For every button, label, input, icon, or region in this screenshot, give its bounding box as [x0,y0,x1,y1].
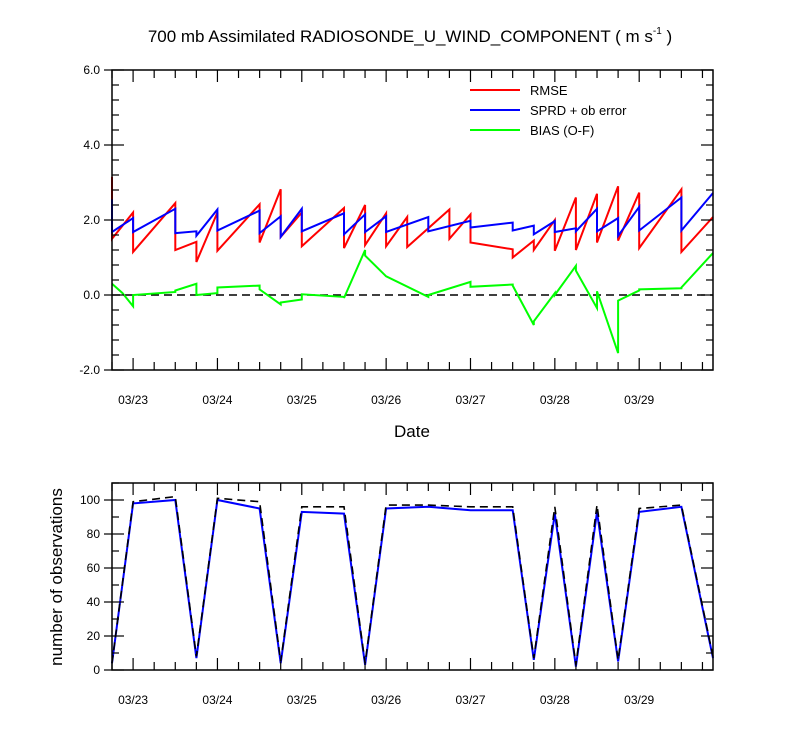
y-tick-label: 6.0 [83,63,100,77]
y-tick-label: -2.0 [79,363,100,377]
top-plot-panel: 03/23 03/24 03/25 03/26 03/27 03/28 03/29 6.0 4… [79,63,714,441]
legend-label: BIAS (O-F) [530,123,594,138]
y-tick-label: 60 [87,561,101,575]
bottom-plot-panel: 03/23 03/24 03/25 03/26 03/27 03/28 03/29 100 8… [47,482,714,707]
x-tick-label: 03/23 [118,393,148,407]
series-line-bias-o-f- [111,249,714,354]
x-tick-label: 03/27 [455,393,485,407]
y-tick-label: 80 [87,527,101,541]
x-tick-label: 03/23 [118,693,148,707]
y-tick-label: 100 [80,493,100,507]
series-line-sprd-ob-error [111,192,714,240]
legend-label: RMSE [530,83,568,98]
series-line-series-0 [111,498,714,667]
chart-title: 700 mb Assimilated RADIOSONDE_U_WIND_COM… [148,26,672,46]
x-tick-label: 03/24 [202,393,232,407]
x-tick-label: 03/28 [540,393,570,407]
y-tick-label: 2.0 [83,213,100,227]
title-suffix: ) [662,27,672,46]
x-tick-label: 03/27 [455,693,485,707]
x-axis-title: Date [394,422,430,441]
y-tick-label: 40 [87,595,101,609]
y-tick-label: 0 [93,663,100,677]
x-tick-label: 03/28 [540,693,570,707]
bottom-plot-frame [111,482,714,671]
title-superscript: -1 [653,26,662,37]
x-tick-label: 03/25 [287,693,317,707]
x-tick-label: 03/29 [624,393,654,407]
legend-label: SPRD + ob error [530,103,627,118]
x-tick-label: 03/26 [371,393,401,407]
legend: RMSE SPRD + ob error BIAS (O-F) [470,83,627,138]
y-tick-label: 20 [87,629,101,643]
series-line-rmse [111,176,714,263]
x-tick-label: 03/26 [371,693,401,707]
y-tick-label: 4.0 [83,138,100,152]
x-tick-label: 03/29 [624,693,654,707]
x-tick-label: 03/25 [287,393,317,407]
y-axis-title: number of observations [47,488,66,666]
y-tick-label: 0.0 [83,288,100,302]
series-line-series-1 [111,495,714,666]
x-tick-label: 03/24 [202,693,232,707]
